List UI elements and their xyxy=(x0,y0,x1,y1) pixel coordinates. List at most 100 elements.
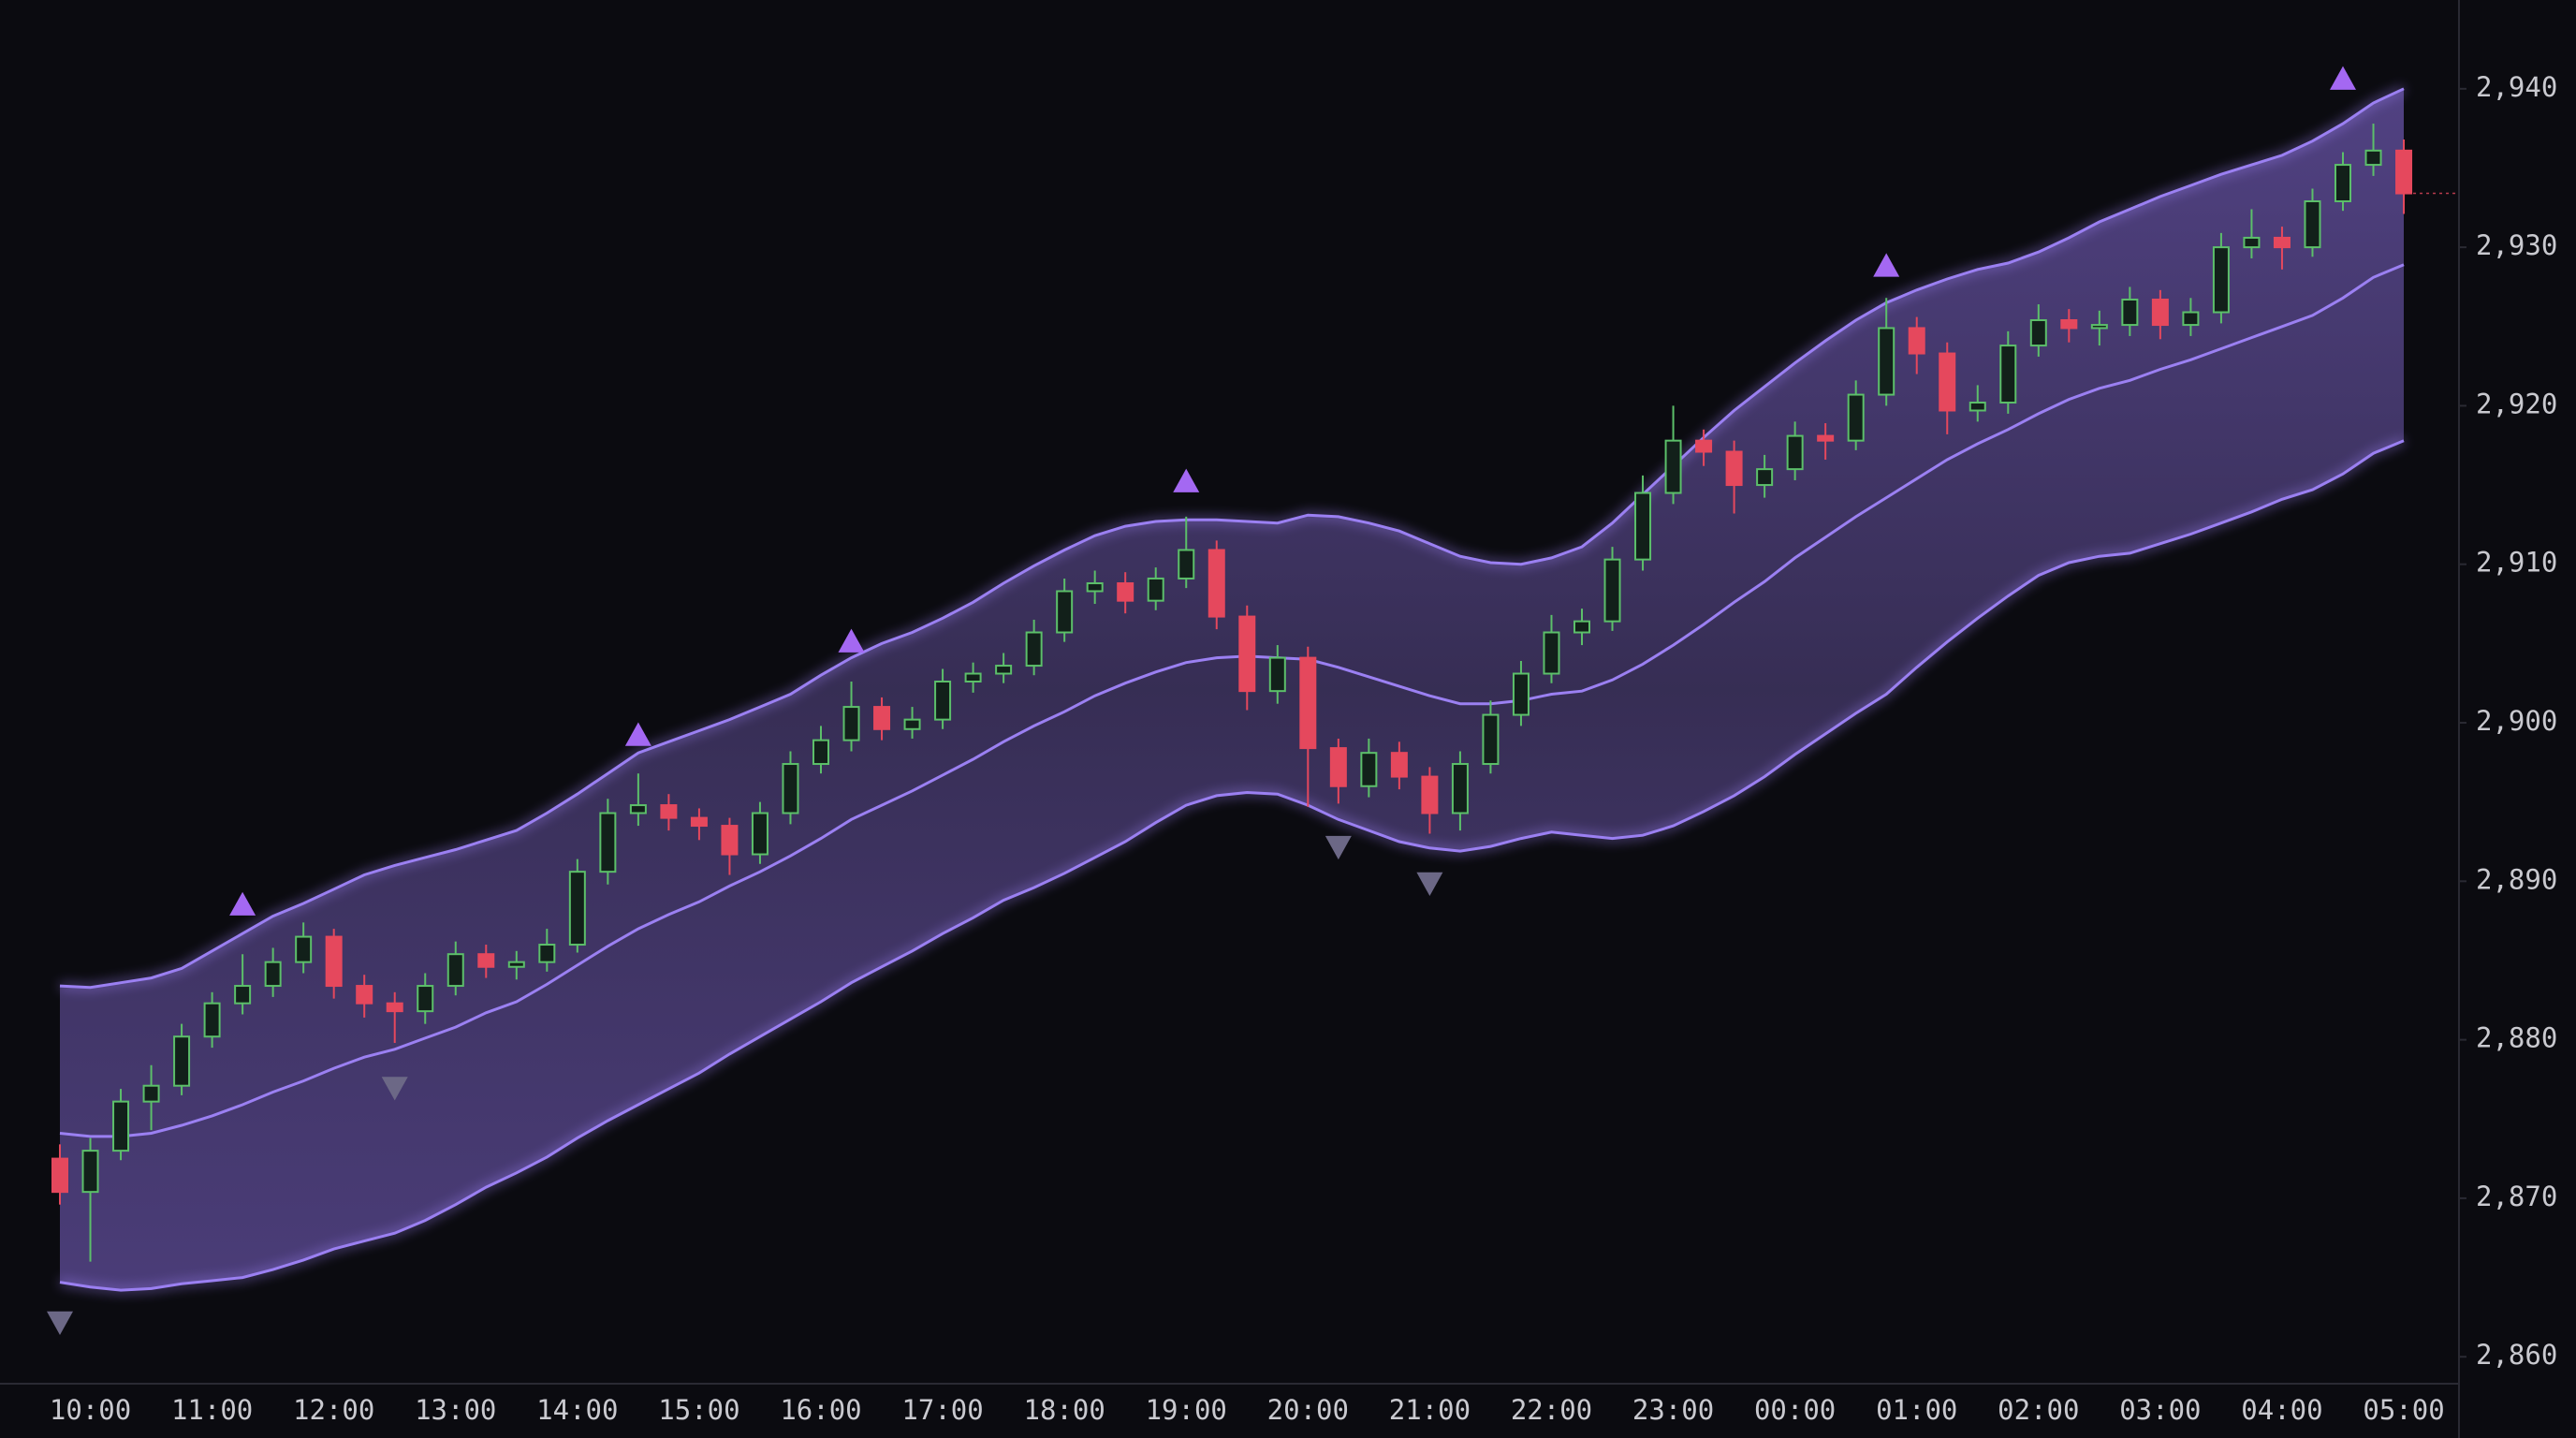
candle-body xyxy=(1482,713,1500,766)
y-tick-label: 2,900 xyxy=(2476,705,2557,737)
x-tick-label: 05:00 xyxy=(2363,1394,2444,1426)
signal-up xyxy=(1173,468,1200,492)
candle-body xyxy=(1147,577,1164,602)
candle-body xyxy=(1512,672,1530,716)
candle-body xyxy=(1725,450,1743,487)
x-tick-label: 13:00 xyxy=(415,1394,496,1426)
candle-body xyxy=(660,804,678,819)
candle-body xyxy=(568,871,586,946)
candle-body xyxy=(1573,620,1590,634)
signal-up xyxy=(624,722,651,746)
x-tick-label: 16:00 xyxy=(780,1394,861,1426)
candle-body xyxy=(2364,149,2382,167)
candle-body xyxy=(1939,352,1956,412)
candle-body xyxy=(356,985,373,1005)
candle-body xyxy=(1543,631,1560,675)
candle-body xyxy=(1847,393,1865,442)
signal-up xyxy=(229,891,256,916)
candle-body xyxy=(2273,236,2291,249)
candle-body xyxy=(599,812,617,873)
y-tick-label: 2,930 xyxy=(2476,229,2557,261)
y-tick-label: 2,870 xyxy=(2476,1181,2557,1212)
candle-body xyxy=(2395,149,2413,195)
x-tick-label: 21:00 xyxy=(1389,1394,1471,1426)
candle-body xyxy=(1238,615,1256,693)
candle-body xyxy=(1664,439,1682,494)
candle-body xyxy=(1999,345,2017,404)
candle-body xyxy=(1695,439,1713,453)
candle-body xyxy=(1025,631,1043,668)
candle-body xyxy=(477,953,495,968)
x-tick-label: 19:00 xyxy=(1146,1394,1227,1426)
x-tick-label: 12:00 xyxy=(293,1394,374,1426)
candle-body xyxy=(1421,775,1439,814)
candle-body xyxy=(81,1150,99,1194)
y-tick-label: 2,910 xyxy=(2476,547,2557,579)
candle-body xyxy=(2060,318,2078,330)
candle-body xyxy=(507,961,525,968)
candle-body xyxy=(1056,590,1074,634)
candle-body xyxy=(2151,298,2169,327)
x-tick-label: 01:00 xyxy=(1876,1394,1957,1426)
candle-body xyxy=(1908,327,1925,355)
candle-body xyxy=(812,739,829,766)
candle-body xyxy=(873,706,891,730)
candle-body xyxy=(842,706,860,741)
candle-body xyxy=(446,953,464,988)
y-tick-label: 2,880 xyxy=(2476,1022,2557,1054)
signal-down xyxy=(1325,835,1352,860)
x-tick-label: 00:00 xyxy=(1754,1394,1836,1426)
candle-body xyxy=(1329,747,1347,787)
candle-body xyxy=(995,665,1013,675)
candle-body xyxy=(386,1002,403,1013)
x-tick-label: 14:00 xyxy=(536,1394,618,1426)
candle-body xyxy=(1086,582,1104,593)
candle-body xyxy=(1756,468,1774,487)
candle-body xyxy=(417,985,434,1013)
candle-body xyxy=(964,672,982,682)
signal-down xyxy=(47,1311,73,1335)
lower-band-line xyxy=(59,439,2405,1292)
x-tick-label: 03:00 xyxy=(2119,1394,2201,1426)
signal-up xyxy=(1873,253,1900,277)
x-tick-label: 23:00 xyxy=(1632,1394,1714,1426)
candle-body xyxy=(203,1002,221,1038)
candle-body xyxy=(2090,324,2108,330)
y-tick-label: 2,890 xyxy=(2476,863,2557,895)
x-tick-label: 18:00 xyxy=(1024,1394,1105,1426)
x-tick-label: 11:00 xyxy=(171,1394,253,1426)
candle-body xyxy=(295,935,313,963)
y-tick-label: 2,860 xyxy=(2476,1339,2557,1371)
candle-body xyxy=(1634,492,1652,561)
signal-up xyxy=(2330,66,2356,90)
candle-body xyxy=(721,825,739,856)
candle-body xyxy=(782,763,799,814)
candle-body xyxy=(934,680,952,721)
candle-body xyxy=(1208,549,1225,618)
band-fill xyxy=(60,88,2404,1291)
candle-body xyxy=(264,961,282,988)
candle-body xyxy=(629,804,647,814)
candle-body xyxy=(903,718,921,730)
x-tick-label: 04:00 xyxy=(2241,1394,2322,1426)
candle-body xyxy=(538,944,556,963)
candle-body xyxy=(2121,298,2139,327)
candle-body xyxy=(112,1100,130,1152)
candle-body xyxy=(1299,656,1317,750)
y-tick-label: 2,920 xyxy=(2476,388,2557,419)
candle-body xyxy=(1360,752,1378,787)
candle-body xyxy=(1817,434,1835,442)
candle-body xyxy=(1603,558,1621,623)
signal-down xyxy=(381,1077,408,1101)
candle-body xyxy=(1969,402,1986,412)
signal-up xyxy=(838,628,865,653)
candle-body xyxy=(325,935,343,988)
x-tick-label: 15:00 xyxy=(658,1394,739,1426)
x-tick-label: 02:00 xyxy=(1998,1394,2079,1426)
y-tick-label: 2,940 xyxy=(2476,71,2557,103)
candle-body xyxy=(2304,200,2321,249)
candle-body xyxy=(2334,164,2351,203)
candle-body xyxy=(1451,763,1469,814)
